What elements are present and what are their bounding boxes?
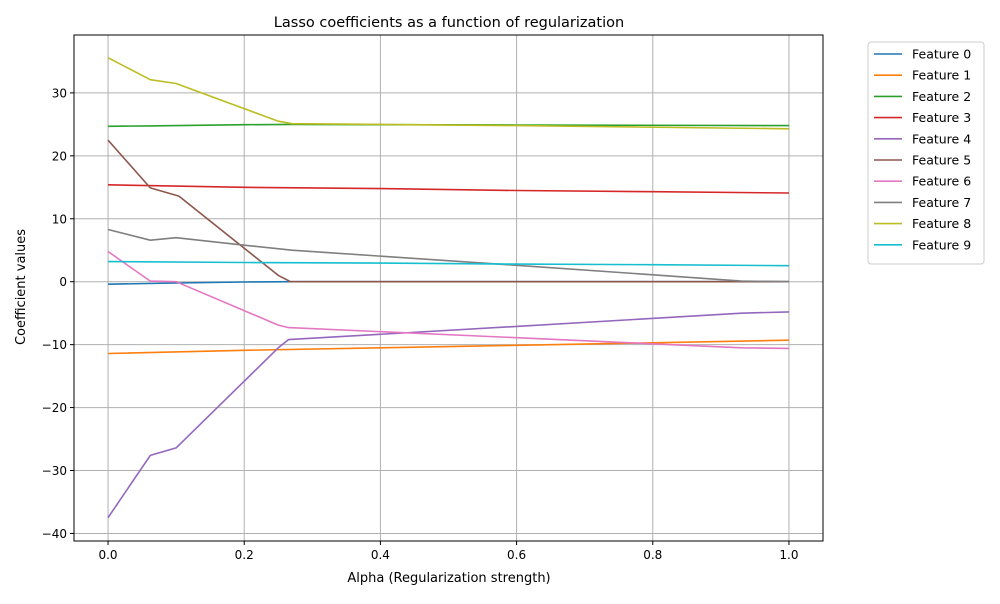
x-tick-label: 0.0 xyxy=(98,548,117,562)
chart-title: Lasso coefficients as a function of regu… xyxy=(274,15,624,31)
y-tick-label: 0 xyxy=(59,275,67,289)
legend-label-feature-7: Feature 7 xyxy=(912,195,971,210)
series-line-feature-3 xyxy=(107,184,790,194)
x-axis-ticks: 0.0 0.2 0.4 0.6 0.8 1.0 xyxy=(98,541,799,562)
series-line-feature-5 xyxy=(107,139,789,283)
plot-frame xyxy=(73,34,824,542)
series-line-feature-9 xyxy=(107,260,790,267)
legend-label-feature-9: Feature 9 xyxy=(912,237,971,252)
series-line-feature-2 xyxy=(107,123,790,128)
y-tick-label: −30 xyxy=(42,464,67,478)
series-line-feature-4 xyxy=(107,311,790,519)
x-tick-label: 0.6 xyxy=(507,548,526,562)
series-line-feature-1 xyxy=(107,339,790,355)
x-tick-label: 0.4 xyxy=(371,548,390,562)
legend-label-feature-2: Feature 2 xyxy=(912,89,971,104)
legend-label-feature-0: Feature 0 xyxy=(912,47,971,62)
y-tick-label: −10 xyxy=(42,338,67,352)
legend-label-feature-5: Feature 5 xyxy=(912,153,971,168)
y-tick-label: −20 xyxy=(42,401,67,415)
series-lines xyxy=(107,56,790,519)
legend-label-feature-4: Feature 4 xyxy=(912,131,971,146)
legend-label-feature-3: Feature 3 xyxy=(912,110,971,125)
legend: Feature 0 Feature 1 Feature 2 Feature 3 Feat… xyxy=(867,41,985,265)
y-tick-label: 30 xyxy=(52,86,67,100)
legend-box xyxy=(867,41,985,265)
series-line-feature-8 xyxy=(107,56,790,130)
x-tick-label: 0.2 xyxy=(235,548,254,562)
legend-label-feature-1: Feature 1 xyxy=(912,68,971,83)
legend-label-feature-8: Feature 8 xyxy=(912,216,971,231)
x-tick-label: 0.8 xyxy=(643,548,662,562)
series-line-feature-6 xyxy=(107,250,790,350)
y-axis-ticks: −40 −30 −20 −10 0 10 20 30 xyxy=(42,86,74,541)
x-axis-label: Alpha (Regularization strength) xyxy=(347,571,550,586)
y-tick-label: 20 xyxy=(52,149,67,163)
y-axis-label: Coefficient values xyxy=(14,229,29,345)
y-tick-label: −40 xyxy=(42,527,67,541)
series-line-feature-7 xyxy=(107,228,790,283)
grid xyxy=(74,35,823,541)
legend-label-feature-6: Feature 6 xyxy=(912,174,971,189)
x-tick-label: 1.0 xyxy=(779,548,798,562)
y-tick-label: 10 xyxy=(52,212,67,226)
